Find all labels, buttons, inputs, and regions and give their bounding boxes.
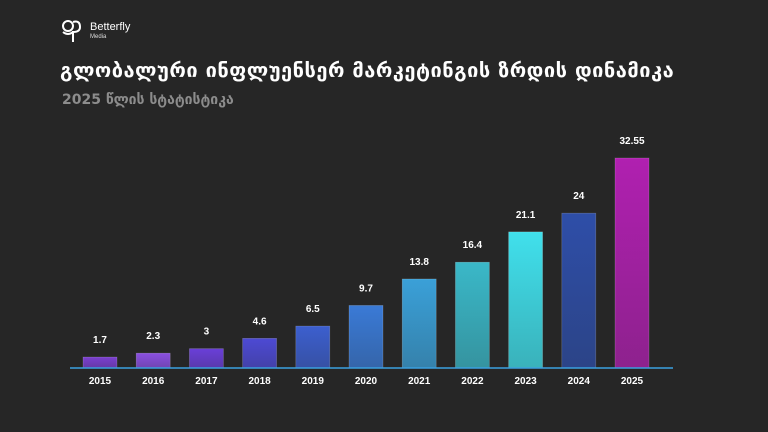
value-label-2022: 16.4	[463, 240, 483, 251]
category-label-2016: 2016	[142, 376, 165, 387]
category-label-2018: 2018	[248, 376, 271, 387]
bar-2018	[242, 338, 277, 369]
category-label-2015: 2015	[89, 376, 112, 387]
value-label-2015: 1.7	[93, 335, 107, 346]
value-label-2021: 13.8	[409, 257, 429, 268]
value-label-2016: 2.3	[146, 331, 160, 342]
value-label-2023: 21.1	[516, 210, 536, 221]
brand-name: Betterfly	[90, 21, 131, 33]
bar-2022	[455, 261, 490, 369]
bar-2021	[401, 278, 437, 369]
brand-logo: Betterfly Media	[60, 18, 130, 44]
value-label-2017: 3	[204, 327, 210, 338]
butterfly-logo-icon	[62, 20, 82, 42]
value-label-2018: 4.6	[253, 316, 267, 327]
value-label-2024: 24	[573, 191, 585, 202]
value-label-2020: 9.7	[359, 283, 373, 294]
bar-2024	[561, 212, 597, 369]
value-label-2025: 32.55	[619, 136, 644, 147]
category-label-2022: 2022	[461, 376, 484, 387]
bar-2019	[295, 325, 331, 369]
bar-2016	[135, 352, 171, 369]
bar-2017	[189, 348, 224, 369]
page-title: გლობალური ინფლუენსერ მარკეტინგის ზრდის დ…	[60, 58, 675, 82]
bar-2020	[348, 305, 384, 369]
category-label-2021: 2021	[408, 376, 431, 387]
category-label-2025: 2025	[621, 376, 644, 387]
category-label-2017: 2017	[195, 376, 218, 387]
category-label-2024: 2024	[568, 376, 591, 387]
bar-2023	[508, 231, 543, 369]
bar-2025	[614, 157, 650, 369]
category-label-2020: 2020	[355, 376, 378, 387]
category-label-2023: 2023	[514, 376, 537, 387]
category-label-2019: 2019	[302, 376, 325, 387]
brand-sub: Media	[90, 34, 107, 40]
value-label-2019: 6.5	[306, 304, 320, 315]
page-subtitle: 2025 წლის სტატისტიკა	[62, 92, 234, 108]
bar-2015	[82, 356, 118, 369]
